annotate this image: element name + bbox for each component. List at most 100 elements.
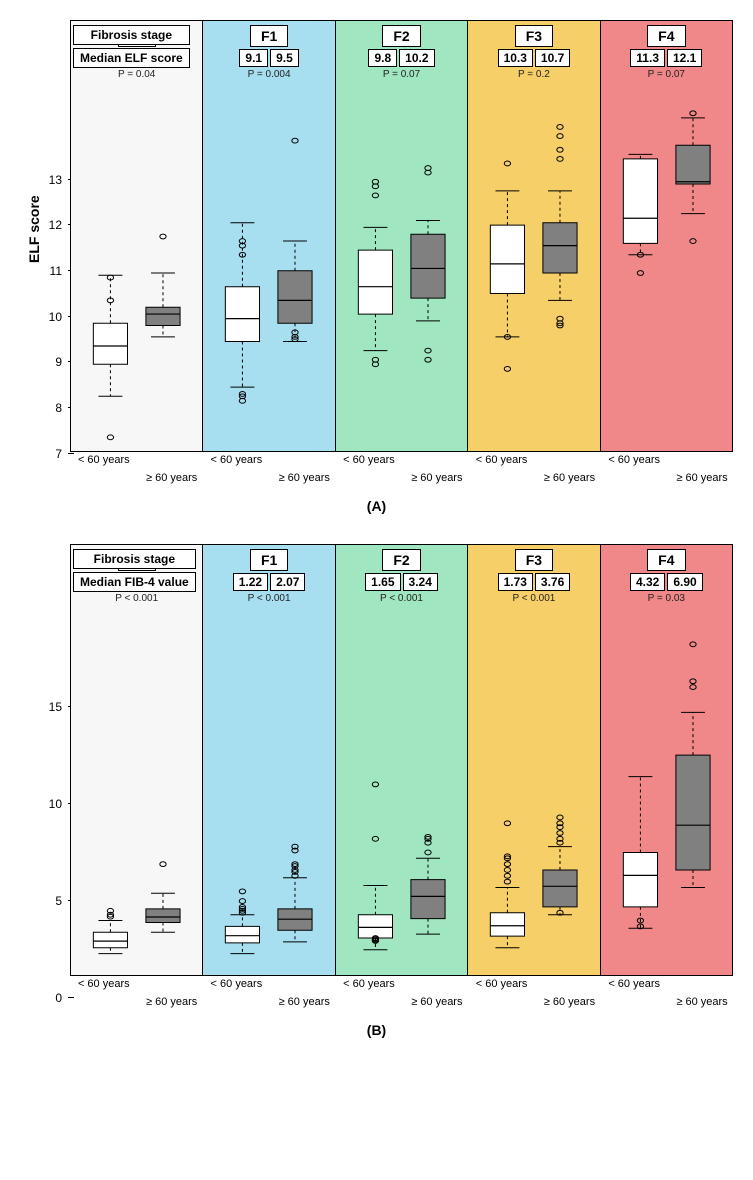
y-axis: 051015 [28,544,68,1014]
p-value: P = 0.2 [468,69,599,80]
box [676,755,710,870]
outlier [557,147,563,152]
p-value: P < 0.001 [468,593,599,604]
outlier [689,679,695,684]
p-value: P = 0.07 [336,69,467,80]
outlier [557,156,563,161]
outlier [292,138,298,143]
outlier [504,879,510,884]
y-tick-label: 10 [49,310,62,324]
panel-header: F11.222.07P < 0.001 [203,549,334,604]
median-value: 10.7 [535,49,570,67]
median-value: 1.73 [498,573,533,591]
box [623,852,657,906]
x-label-ge: ≥ 60 years [544,996,595,1008]
outlier [557,815,563,820]
outlier [557,125,563,130]
outlier [557,134,563,139]
fibrosis-stage-label: Fibrosis stage [73,25,190,45]
outlier [160,234,166,239]
chart-area: Fibrosis stageMedian ELF scoreF08.59.2P … [70,20,733,452]
stage-label: F2 [382,25,420,47]
outlier [689,111,695,116]
panel-header: F2 9.810.2 P = 0.07 [336,25,467,80]
y-tick-label: 0 [55,991,62,1005]
panel-header: F21.653.24P < 0.001 [336,549,467,604]
x-label-lt: < 60 years [211,454,263,466]
x-label-lt: < 60 years [343,978,395,990]
y-tick-label: 10 [49,797,62,811]
boxplot-svg [468,21,599,451]
median-value: 2.07 [270,573,305,591]
median-value: 1.65 [365,573,400,591]
stage-label: F2 [382,549,420,571]
x-label-lt: < 60 years [476,978,528,990]
y-tick-label: 11 [50,264,62,278]
x-panel: < 60 years≥ 60 years [600,454,733,490]
panel-f4: F44.326.90P = 0.03 [601,545,732,975]
boxplot-svg [468,545,599,975]
outlier [425,348,431,353]
boxplot-svg [203,545,334,975]
x-label-ge: ≥ 60 years [279,996,330,1008]
x-label-ge: ≥ 60 years [544,472,595,484]
median-row: 9.19.5 [203,49,334,67]
outlier [240,899,246,904]
x-panel: < 60 years ≥ 60 years [335,978,468,1014]
box [411,234,445,298]
box [623,159,657,243]
box [358,250,392,314]
median-label: Median FIB-4 value [73,572,196,592]
panel-f4: F411.312.1P = 0.07 [601,21,732,451]
box [411,880,445,919]
y-tick-label: 5 [55,894,62,908]
boxplot-svg [71,545,202,975]
panel-f0: F00.942.18P < 0.001 [71,545,203,975]
outlier [240,889,246,894]
median-row: 9.810.2 [336,49,467,67]
x-label-lt: < 60 years [211,978,263,990]
figure: ELF score78910111213Fibrosis stageMedian… [20,20,733,514]
outlier [504,873,510,878]
outlier [107,435,113,440]
p-value: P < 0.001 [336,593,467,604]
outlier [425,850,431,855]
box [278,271,312,323]
boxplot-svg [601,545,732,975]
median-row: 1.222.07 [203,573,334,591]
outlier [504,868,510,873]
stage-label: F1 [250,25,288,47]
outlier [425,357,431,362]
boxplot-svg [601,21,732,451]
box [543,870,577,907]
stage-label: F3 [515,549,553,571]
box [226,287,260,342]
x-label-ge: ≥ 60 years [411,996,462,1008]
panel-header: F1 9.19.5 P = 0.004 [203,25,334,80]
x-label-ge: ≥ 60 years [676,472,727,484]
box [491,913,525,936]
box [146,909,180,923]
p-value: P = 0.03 [601,593,732,604]
panel-header: F44.326.90P = 0.03 [601,549,732,604]
panel-f2: F2 9.810.2 P = 0.07 [336,21,468,451]
outlier [689,685,695,690]
p-value: P = 0.07 [601,69,732,80]
y-tick-label: 13 [49,173,62,187]
median-value: 10.3 [498,49,533,67]
x-label-ge: ≥ 60 years [146,996,197,1008]
x-panel: < 60 years≥ 60 years [203,454,336,490]
x-label-lt: < 60 years [78,978,130,990]
p-value: P = 0.004 [203,69,334,80]
outlier [372,193,378,198]
panel-f0: F08.59.2P = 0.04 [71,21,203,451]
median-value: 9.1 [239,49,268,67]
median-value: 3.76 [535,573,570,591]
median-row: 1.733.76 [468,573,599,591]
panel-header: F411.312.1P = 0.07 [601,25,732,80]
median-row: 10.310.7 [468,49,599,67]
figure-caption: (B) [20,1022,733,1038]
panel-f1: F11.222.07P < 0.001 [203,545,335,975]
y-tick-label: 9 [55,355,62,369]
x-panel: < 60 years ≥ 60 years [203,978,336,1014]
